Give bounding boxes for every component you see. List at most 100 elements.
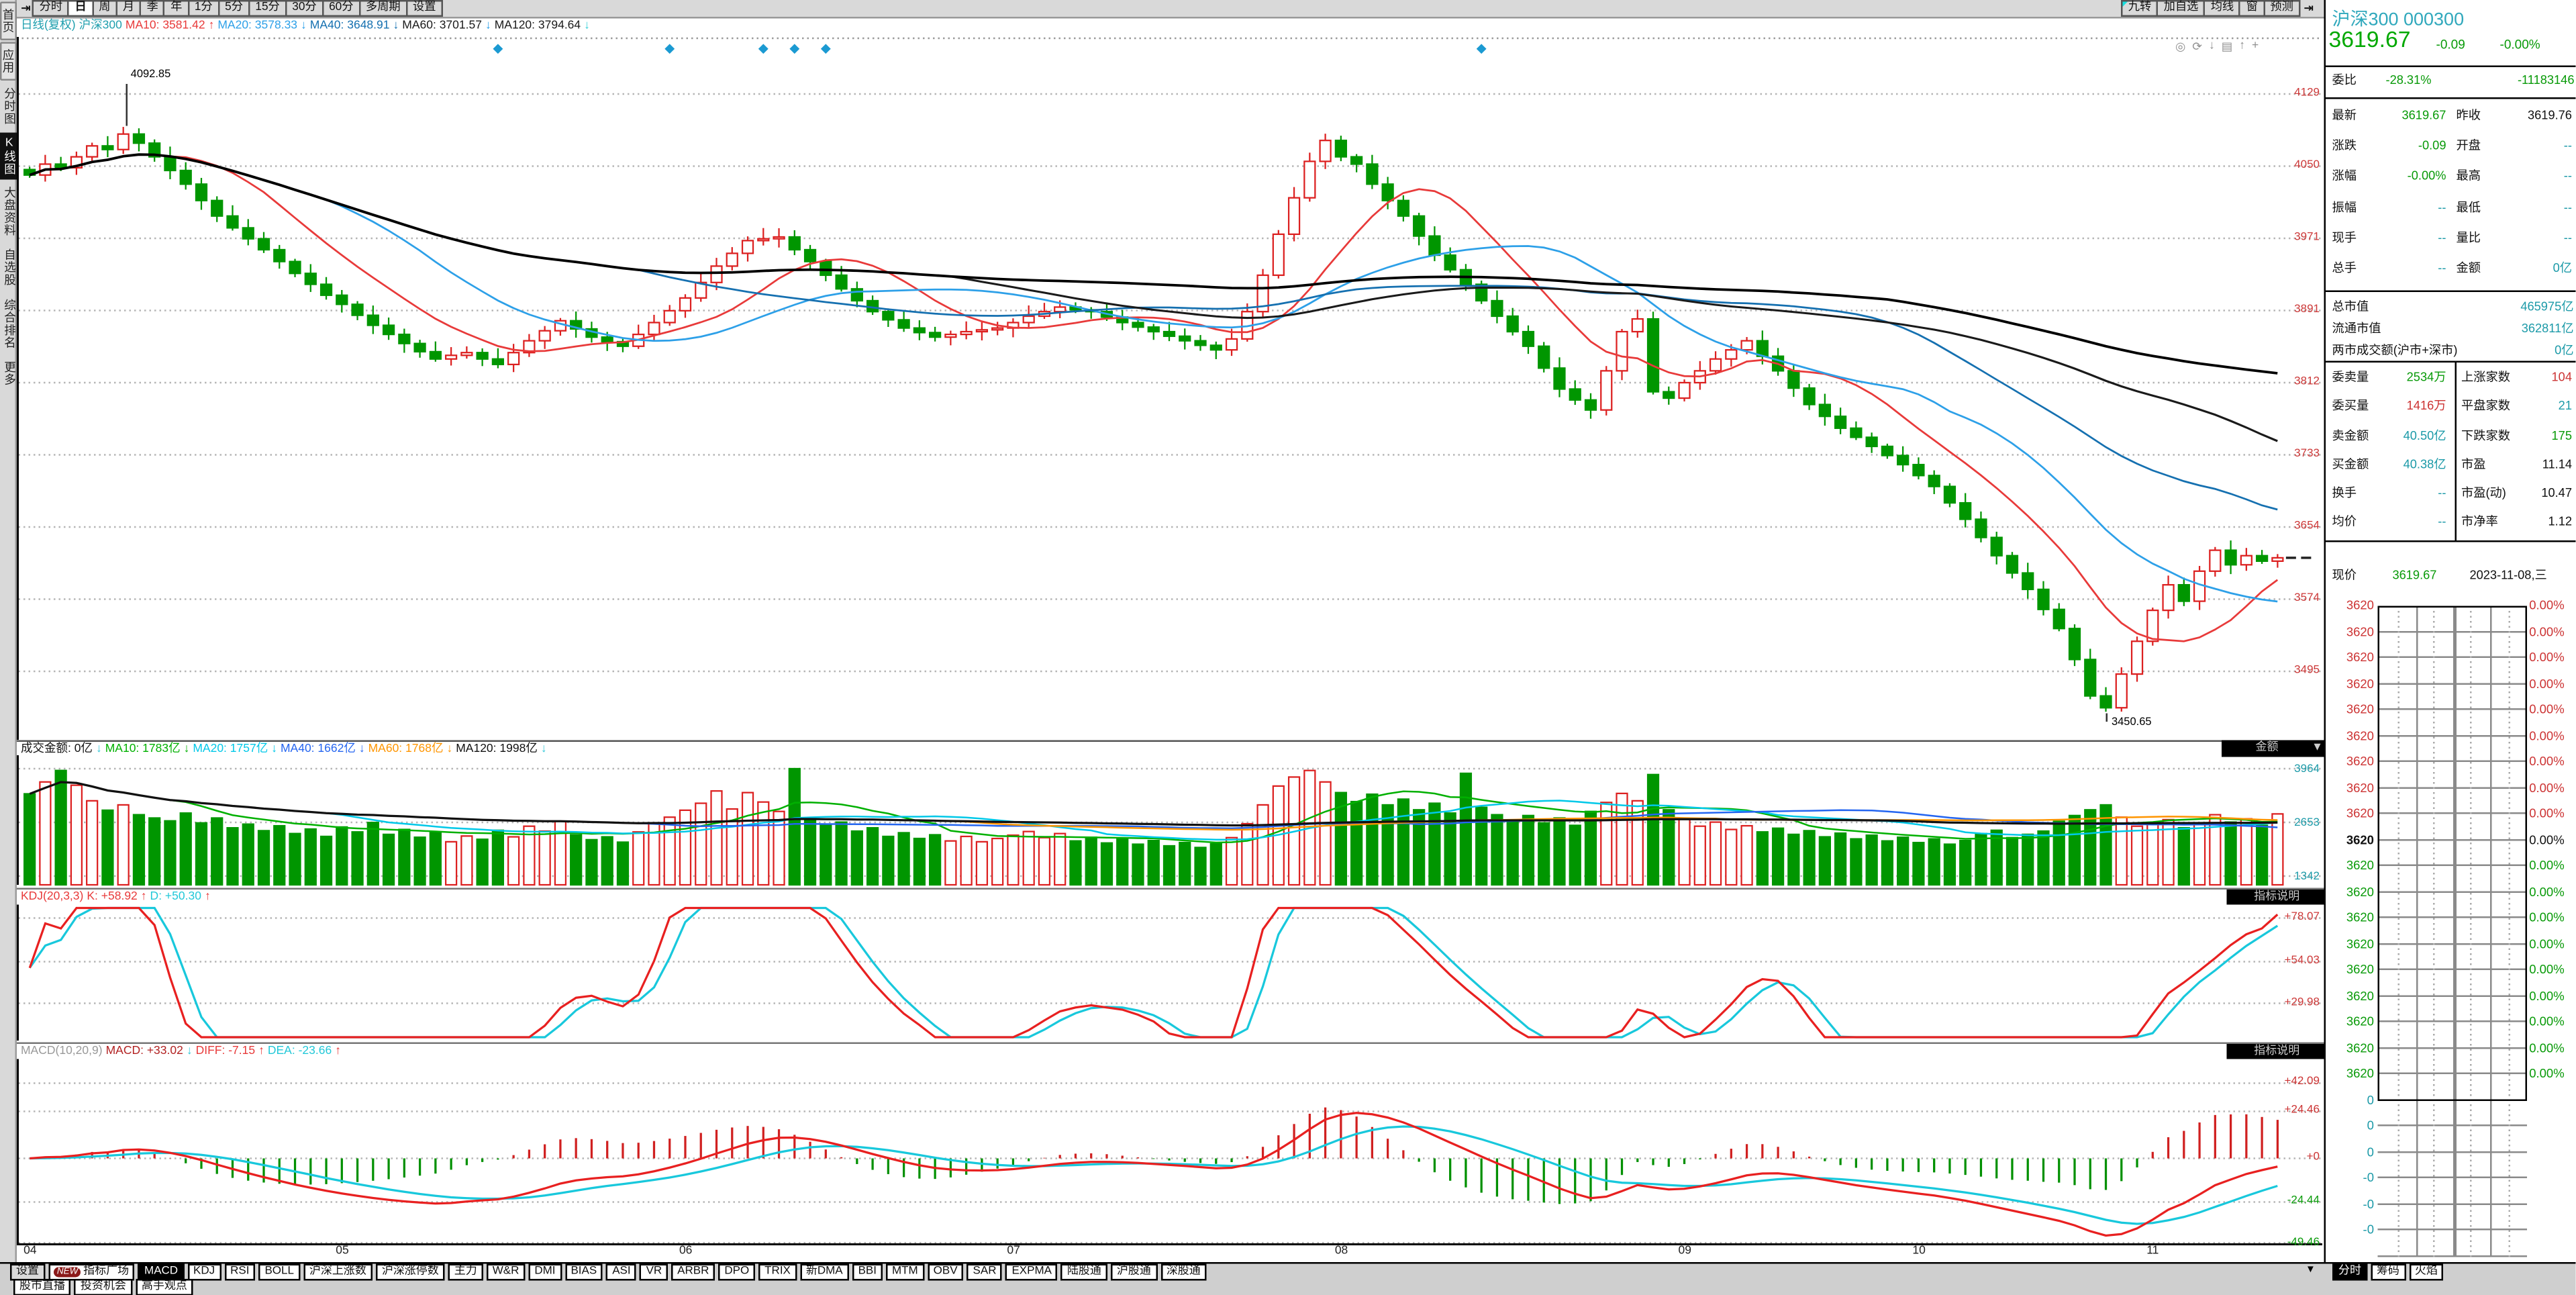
period-tab-日[interactable]: 日 — [68, 0, 94, 17]
sidebar-item-大盘资料[interactable]: 大盘资料 — [3, 186, 15, 237]
indicator-tab-沪股通[interactable]: 沪股通 — [1110, 1263, 1157, 1280]
candlestick-chart[interactable] — [17, 36, 2323, 740]
sidebar-item-K线图[interactable]: K线图 — [0, 132, 17, 180]
quote-date: 2023-11-08,三 — [2469, 567, 2547, 583]
period-tab-设置[interactable]: 设置 — [405, 0, 443, 17]
ladder-grid-row — [2377, 632, 2527, 658]
indicator-tab-指标广场[interactable]: NEW 指标广场 — [48, 1263, 136, 1280]
volume-header: 成交金额: 0亿 ↓ MA10: 1783亿 ↓ MA20: 1757亿 ↓ MA40: 1… — [17, 739, 2324, 757]
period-tab-季[interactable]: 季 — [140, 0, 166, 17]
sidebar-item-应用[interactable]: 应用 — [0, 42, 17, 81]
period-tab-5分[interactable]: 5分 — [217, 0, 250, 17]
period-tab-多周期[interactable]: 多周期 — [358, 0, 408, 17]
trend-arrow-icon: ↓ — [446, 742, 453, 755]
sidebar-item-分时图[interactable]: 分时图 — [3, 87, 15, 126]
field-label: 涨跌 — [2332, 138, 2357, 153]
ladder-price: 3620 — [2346, 961, 2374, 977]
ladder-grid — [2377, 606, 2527, 1257]
indicator-tab-OBV[interactable]: OBV — [927, 1263, 964, 1280]
indicator-tab-设置[interactable]: 设置 — [10, 1263, 45, 1280]
sidebar-item-综合排名[interactable]: 综合排名 — [3, 297, 15, 348]
indicator-tab-VR[interactable]: VR — [640, 1263, 668, 1280]
collapse-panel-icon[interactable]: ⇥ — [2303, 3, 2314, 15]
tool-button-加自选[interactable]: 加自选 — [2157, 0, 2206, 17]
more-tabs-icon[interactable]: ▼ — [2306, 1265, 2316, 1276]
field-value: 10.47 — [2541, 485, 2572, 501]
indicator-tab-W&R[interactable]: W&R — [486, 1263, 526, 1280]
field-value: 1.12 — [2548, 514, 2572, 530]
ladder-grid-row — [2377, 814, 2527, 841]
quote-row: 换手 -- 市盈(动) 10.47 — [2325, 482, 2575, 511]
current-price-label: 现价 — [2332, 567, 2357, 583]
download-icon[interactable]: ↓ — [2208, 40, 2215, 53]
field-label: 最高 — [2456, 168, 2481, 184]
indicator-tab-MTM[interactable]: MTM — [886, 1263, 924, 1280]
tool-button-九转[interactable]: 九转 — [2121, 0, 2159, 17]
quote-row: 总市值 465975亿 — [2325, 295, 2575, 318]
ladder-grid-line — [2490, 606, 2493, 1257]
kdj-chart[interactable] — [17, 904, 2323, 1041]
indicator-reading: MA20: 1757亿 — [193, 742, 268, 755]
period-tab-15分[interactable]: 15分 — [248, 0, 287, 17]
eye-icon[interactable]: ◎ — [2175, 42, 2186, 54]
quote-row: 总手 -- 金额 0亿 — [2325, 256, 2575, 287]
ladder-grid-row — [2377, 710, 2527, 736]
ladder-grid-row — [2377, 736, 2527, 762]
sidebar-item-首页[interactable]: 首页 — [0, 1, 17, 40]
indicator-tab-BOLL[interactable]: BOLL — [258, 1263, 300, 1280]
quote-row: 买金额 40.38亿 市盈 11.14 — [2325, 453, 2575, 482]
period-tab-年[interactable]: 年 — [163, 0, 189, 17]
print-icon[interactable]: ▤ — [2221, 42, 2233, 54]
period-tab-分时[interactable]: 分时 — [32, 0, 70, 17]
chart-area[interactable]: 日线(复权) 沪深300 MA10: 3581.42 ↑ MA20: 3578.33 ↓ M… — [17, 17, 2326, 1262]
ladder-grid-line — [2416, 606, 2418, 1257]
indicator-tab-SAR[interactable]: SAR — [967, 1263, 1003, 1280]
export-icon[interactable]: ↑ — [2239, 40, 2245, 53]
indicator-tab-深股通[interactable]: 深股通 — [1160, 1263, 1207, 1280]
field-label: 平盘家数 — [2461, 398, 2510, 414]
channel-tab-股市直播[interactable]: 股市直播 — [13, 1279, 71, 1295]
indicator-reading: MA120: 1998亿 — [456, 742, 538, 755]
channel-tab-高手观点[interactable]: 高手观点 — [135, 1279, 193, 1295]
indicator-tab-RSI[interactable]: RSI — [224, 1263, 256, 1280]
new-badge: NEW — [54, 1266, 81, 1278]
collapse-sidebar-icon[interactable]: ⇥ — [20, 3, 31, 15]
kdj-indicator-info-button[interactable]: 指标说明 — [2227, 889, 2326, 905]
indicator-tab-BBI[interactable]: BBI — [852, 1263, 883, 1280]
amount-dropdown[interactable]: 金额 ▼ — [2222, 740, 2326, 757]
indicator-tab-MACD[interactable]: MACD — [138, 1263, 185, 1280]
macd-indicator-info-button[interactable]: 指标说明 — [2227, 1043, 2326, 1059]
panel-tab-筹码[interactable]: 筹码 — [2370, 1264, 2406, 1281]
indicator-tab-沪深上涨数[interactable]: 沪深上涨数 — [303, 1263, 373, 1280]
period-tab-月[interactable]: 月 — [115, 0, 142, 17]
indicator-tab-EXPMA[interactable]: EXPMA — [1005, 1263, 1058, 1280]
period-tab-周[interactable]: 周 — [91, 0, 117, 17]
indicator-tab-沪深涨停数[interactable]: 沪深涨停数 — [375, 1263, 445, 1280]
volume-chart[interactable] — [17, 755, 2323, 885]
period-tab-30分[interactable]: 30分 — [285, 0, 324, 17]
macd-chart[interactable] — [17, 1058, 2323, 1245]
tool-button-均线[interactable]: 均线 — [2203, 0, 2241, 17]
indicator-tab-DPO[interactable]: DPO — [718, 1263, 756, 1280]
indicator-tab-新DMA[interactable]: 新DMA — [799, 1263, 849, 1280]
refresh-icon[interactable]: ⟳ — [2192, 42, 2202, 54]
panel-tab-火焰[interactable]: 火焰 — [2408, 1264, 2444, 1281]
indicator-tab-ASI[interactable]: ASI — [606, 1263, 637, 1280]
add-icon[interactable]: + — [2252, 40, 2259, 53]
indicator-tab-陆股通[interactable]: 陆股通 — [1060, 1263, 1107, 1280]
period-tab-1分[interactable]: 1分 — [187, 0, 220, 17]
period-tab-60分[interactable]: 60分 — [321, 0, 360, 17]
panel-tab-分时[interactable]: 分时 — [2332, 1264, 2367, 1281]
indicator-tab-BIAS[interactable]: BIAS — [564, 1263, 603, 1280]
sidebar-item-更多[interactable]: 更多 — [3, 360, 15, 385]
tool-button-窗[interactable]: 窗 — [2239, 0, 2265, 17]
sidebar-item-自选股[interactable]: 自选股 — [3, 248, 15, 287]
indicator-tab-KDJ[interactable]: KDJ — [187, 1263, 221, 1280]
indicator-tab-DMI[interactable]: DMI — [528, 1263, 562, 1280]
channel-tab-投资机会[interactable]: 投资机会 — [74, 1279, 132, 1295]
indicator-tab-主力[interactable]: 主力 — [448, 1263, 483, 1280]
tool-button-预测[interactable]: 预测 — [2263, 0, 2301, 17]
indicator-tab-TRIX[interactable]: TRIX — [758, 1263, 797, 1280]
indicator-tab-ARBR[interactable]: ARBR — [671, 1263, 715, 1280]
field-value: 3619.76 — [2528, 107, 2572, 123]
